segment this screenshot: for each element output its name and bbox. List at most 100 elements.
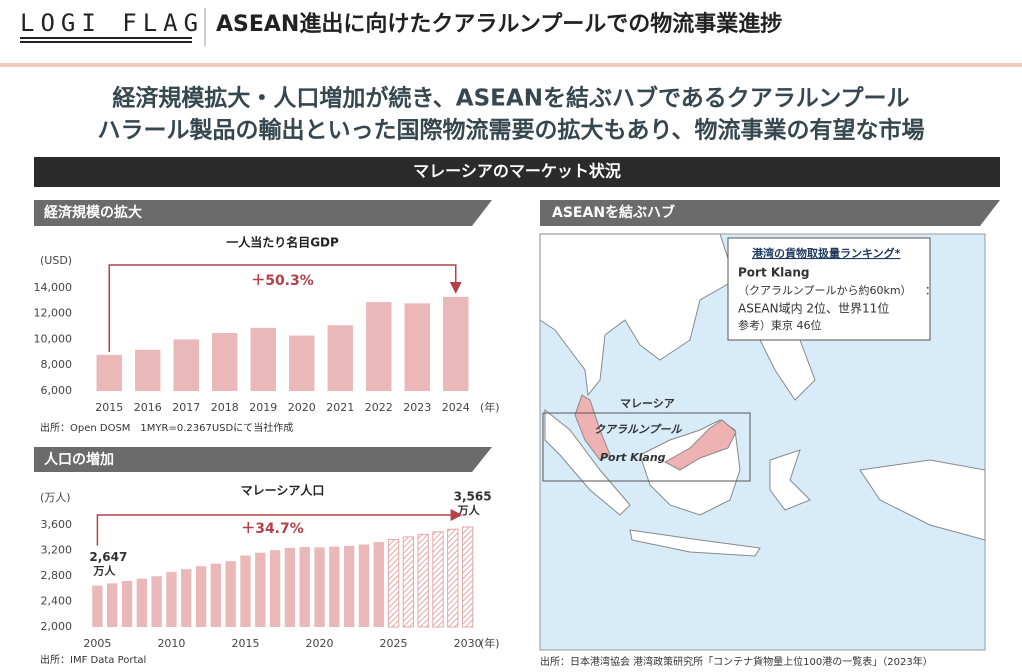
logo: LOGI FLAG	[20, 9, 204, 37]
bar	[107, 583, 118, 627]
value-label-unit: 万人	[457, 503, 481, 517]
growth-arrow	[108, 264, 462, 352]
bar	[343, 545, 355, 627]
map-label: クアラルンプール	[594, 423, 682, 436]
info-rank: ASEAN域内 2位、世界11位	[738, 301, 889, 316]
bar	[432, 531, 444, 628]
bar	[240, 555, 251, 627]
bar	[121, 581, 133, 627]
bar	[135, 349, 161, 391]
value-label: 2,647	[89, 550, 127, 564]
chart-title: 一人当たり名目GDP	[226, 235, 339, 250]
bar	[373, 542, 384, 627]
land	[544, 408, 631, 516]
x-tick-label: 2015	[95, 401, 123, 414]
bar	[366, 302, 392, 391]
bar	[92, 585, 103, 627]
y-tick-label: 2,400	[41, 594, 73, 607]
x-tick-label: 2016	[134, 401, 162, 414]
bar	[299, 547, 310, 627]
bar	[402, 536, 415, 628]
bar	[96, 354, 122, 391]
info-colon: ：	[925, 284, 936, 297]
headline: ハラール製品の輸出といった国際物流需要の拡大もあり、物流事業の有望な市場	[97, 117, 924, 144]
bar	[358, 544, 370, 627]
bar	[250, 327, 276, 391]
bar	[447, 528, 459, 628]
bar	[212, 333, 238, 391]
x-unit: (年)	[480, 400, 500, 414]
focus-box	[542, 412, 751, 482]
land	[629, 529, 761, 557]
x-tick-label: 2020	[306, 637, 334, 650]
section-title: 人口の増加	[44, 451, 114, 468]
x-tick-label: 2021	[326, 401, 354, 414]
y-tick-label: 10,000	[34, 332, 73, 345]
y-tick-label: 12,000	[34, 307, 73, 320]
growth-label: ＋50.3%	[251, 273, 314, 289]
land	[539, 233, 736, 397]
bar	[181, 569, 192, 627]
info-reference: 参考）東京 46位	[738, 318, 822, 332]
malaysia-peninsula	[574, 394, 611, 461]
x-tick-label: 2005	[83, 637, 111, 650]
y-tick-label: 3,600	[41, 518, 73, 531]
bar	[404, 303, 430, 391]
section-header	[540, 200, 1000, 226]
x-tick-label: 2024	[442, 401, 470, 414]
bar	[269, 550, 281, 627]
bar	[195, 566, 207, 627]
bar	[210, 563, 222, 627]
bar	[387, 538, 400, 628]
chart-title: マレーシア人口	[241, 483, 325, 498]
map-source: 出所：日本港湾協会 港湾政策研究所「コンテナ貨物量上位100港の一覧表」（202…	[540, 655, 933, 668]
y-tick-label: 3,200	[41, 543, 73, 556]
bar	[417, 533, 429, 628]
growth-label: ＋34.7%	[241, 521, 304, 537]
info-note: （クアラルンプールから約60km）	[738, 283, 912, 297]
y-tick-label: 6,000	[41, 384, 73, 397]
bar	[289, 335, 315, 391]
y-tick-label: 2,800	[41, 569, 73, 582]
bar	[225, 561, 236, 627]
x-unit: (年)	[480, 636, 500, 650]
value-label: 3,565	[454, 490, 492, 504]
page-title: ASEAN進出に向けたクアラルンプールでの物流事業進捗	[216, 11, 782, 37]
info-title: 港湾の貨物取扱量ランキング*	[752, 246, 901, 260]
x-tick-label: 2030	[454, 637, 482, 650]
info-port: Port Klang	[738, 266, 810, 280]
y-tick-label: 2,000	[41, 620, 73, 633]
band	[34, 157, 1000, 187]
map: 港湾の貨物取扱量ランキング* Port Klang （クアラルンプールから約60…	[539, 233, 986, 668]
section-title: ASEANを結ぶハブ	[552, 204, 675, 221]
section-header	[34, 447, 492, 472]
y-tick-label: 8,000	[41, 358, 73, 371]
bar	[173, 339, 199, 391]
bar	[255, 552, 266, 627]
bar	[166, 572, 177, 627]
bar	[327, 325, 353, 391]
section-header	[34, 200, 492, 226]
land	[859, 459, 986, 541]
bar	[151, 576, 162, 627]
y-unit: (万人)	[40, 491, 71, 504]
source: 出所：IMF Data Portal	[40, 653, 146, 666]
x-tick-label: 2018	[211, 401, 239, 414]
section-title: 経済規模の拡大	[44, 204, 142, 221]
x-tick-label: 2015	[231, 637, 259, 650]
growth-arrow	[96, 509, 463, 546]
x-tick-label: 2022	[365, 401, 393, 414]
y-unit: (USD)	[40, 254, 72, 267]
info-box	[727, 237, 931, 341]
map-label: Port Klang	[600, 451, 666, 464]
value-label-unit: 万人	[92, 564, 116, 578]
bar	[136, 578, 148, 627]
x-tick-label: 2010	[157, 637, 185, 650]
bar	[461, 526, 474, 628]
land	[769, 449, 811, 511]
bar	[284, 547, 296, 627]
headline: 経済規模拡大・人口増加が続き、ASEANを結ぶハブであるクアラルンプール	[112, 85, 909, 112]
band-title: マレーシアのマーケット状況	[413, 162, 621, 181]
